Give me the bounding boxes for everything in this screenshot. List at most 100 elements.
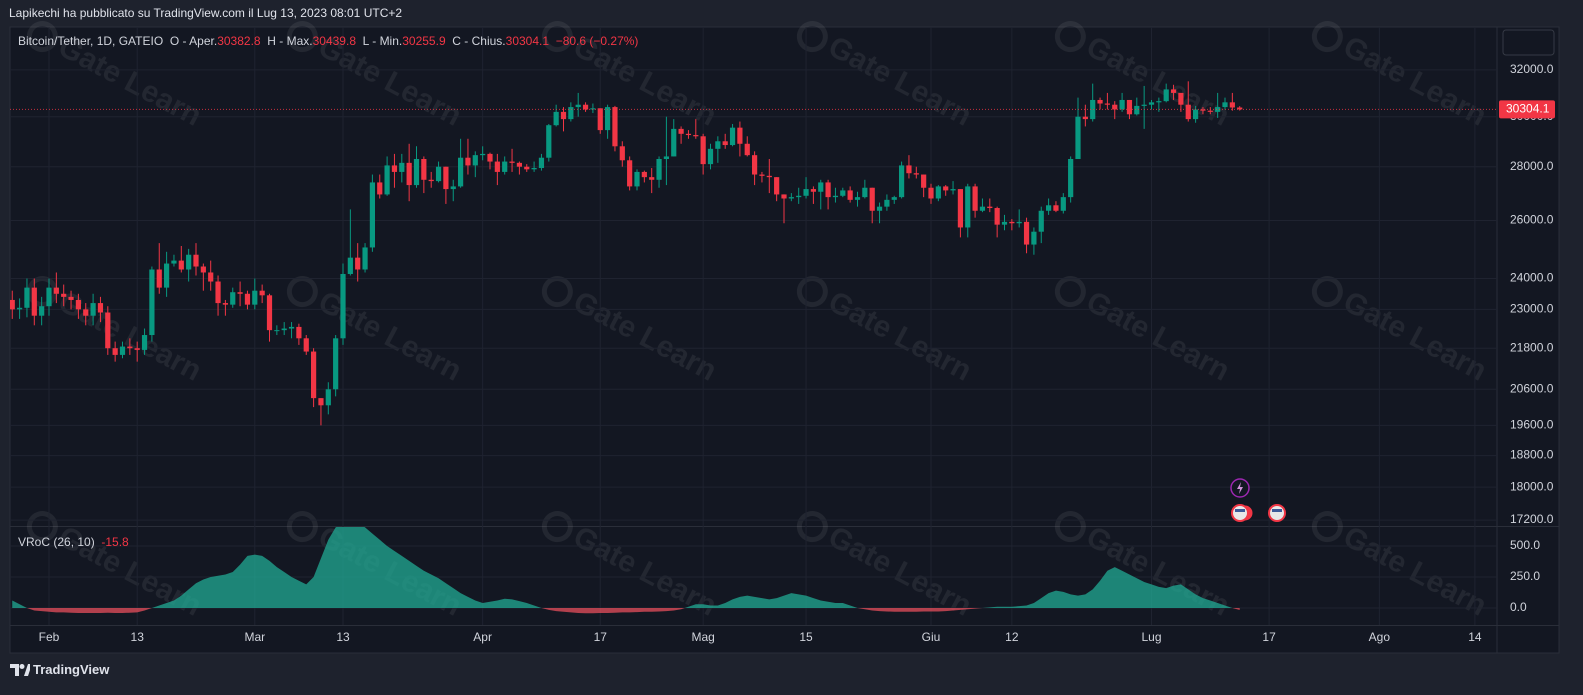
candle-body [171, 260, 177, 264]
candle-body [399, 162, 405, 172]
last-price-box [1499, 100, 1555, 119]
ohlc-label: O - Aper. [169, 34, 218, 48]
candle-body [700, 136, 706, 165]
candle-body [994, 208, 1000, 225]
candle-body [318, 398, 324, 406]
candle-body [53, 287, 59, 294]
last-price-label: 30304.1 [1506, 102, 1550, 116]
candle-body [24, 287, 30, 308]
candle-body [266, 295, 273, 331]
candle-body [1001, 221, 1008, 225]
x-tick-label: 17 [594, 630, 608, 644]
candle-body [825, 182, 831, 198]
candle-body [1068, 158, 1074, 198]
ohlc-value: 30255.9 [402, 34, 446, 48]
candle-body [1046, 205, 1052, 211]
indicator-name: VRoC (26, 10) [18, 535, 95, 549]
candle-body [921, 174, 927, 188]
x-tick-label: Giu [922, 630, 941, 644]
candle-body [1222, 102, 1228, 108]
candle-body [215, 281, 221, 304]
candle-body [1097, 99, 1103, 104]
watermark-logo [1054, 276, 1086, 308]
candle-body [935, 186, 941, 199]
candle-body [597, 108, 603, 131]
candle-body [355, 257, 361, 270]
candle-body [788, 197, 794, 199]
price-axis [1496, 26, 1560, 654]
candle-body [891, 197, 897, 200]
area [26, 608, 1240, 614]
candle-body [774, 177, 780, 195]
candle-body [906, 165, 912, 174]
candle-body [208, 272, 214, 282]
indicator-value: -15.8 [101, 535, 129, 549]
candle-body [854, 197, 861, 200]
candle-body [663, 156, 669, 159]
y-tick-label: 20600.0 [1510, 381, 1554, 395]
candle-body [560, 111, 567, 120]
candle-body [1023, 221, 1030, 245]
watermark-logo [541, 21, 573, 53]
flag-icon[interactable] [1268, 504, 1286, 522]
y-tick-label: 500.0 [1510, 538, 1540, 552]
candle-body [281, 328, 287, 331]
candle-body [744, 143, 750, 156]
candle-body [1178, 92, 1184, 105]
indicator-legend: VRoC (26, 10) -15.8 [18, 535, 129, 549]
candle-body [83, 309, 89, 316]
axis-button[interactable] [1502, 29, 1555, 56]
candle-body [347, 257, 353, 274]
ohlc-label: C - Chius. [452, 34, 506, 48]
brand: TradingView [33, 662, 110, 677]
y-tick-label: 24000.0 [1510, 271, 1554, 285]
y-tick-label: 0.0 [1510, 600, 1527, 614]
candle-body [810, 189, 816, 192]
candle-body [899, 165, 905, 198]
candle-body [538, 157, 545, 169]
candle-body [685, 133, 692, 136]
x-tick-label: 13 [336, 630, 350, 644]
x-tick-label: Mar [244, 630, 265, 644]
flag-icon[interactable] [1231, 504, 1249, 522]
candle-body [141, 335, 148, 350]
candle-body [766, 175, 772, 178]
ohlc-label: H - Max. [267, 34, 313, 48]
candle-body [1193, 109, 1199, 120]
candle-body [259, 290, 265, 296]
candle-body [634, 171, 640, 187]
area [12, 527, 1240, 609]
candle-body [244, 293, 251, 305]
candle-body [884, 199, 890, 207]
y-tick-label: 250.0 [1510, 569, 1540, 583]
watermark-logo [1054, 21, 1086, 53]
candle-body [61, 293, 67, 297]
x-tick-label: Apr [473, 630, 492, 644]
lightning-icon [1237, 482, 1243, 494]
candle-body [957, 189, 963, 228]
candle-body [252, 290, 258, 305]
candle-body [46, 287, 52, 307]
candle-body [531, 168, 537, 170]
indicator [12, 527, 1240, 614]
candle-body [582, 104, 589, 110]
ohlc-label: L - Min. [362, 34, 403, 48]
candle-body [413, 158, 420, 186]
candle-body [303, 338, 309, 352]
x-tick-label: Lug [1141, 630, 1161, 644]
candle-body [1148, 102, 1155, 105]
y-tick-label: 23000.0 [1510, 302, 1554, 316]
candle-body [619, 146, 625, 161]
chart-pane [9, 26, 1498, 654]
candle-body [803, 189, 809, 196]
candle-body [656, 158, 662, 180]
candle-body [97, 303, 104, 313]
candle-body [1104, 103, 1110, 105]
candle-body [546, 125, 552, 158]
candle-body [840, 190, 846, 196]
x-tick-label: 13 [131, 630, 145, 644]
candle-body [296, 326, 302, 339]
publish-info: Lapikechi ha pubblicato su TradingView.c… [9, 6, 403, 20]
candle-body [1170, 89, 1177, 93]
